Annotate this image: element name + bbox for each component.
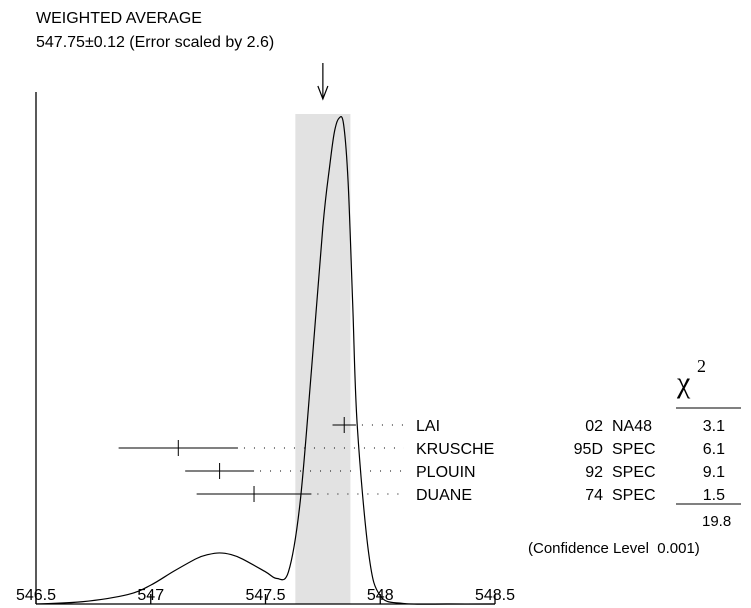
measurement-name: DUANE — [416, 487, 472, 504]
chi2-exponent: 2 — [697, 356, 706, 376]
measurement-technique: SPEC — [612, 487, 656, 504]
measurement-row: LAI 02 NA48 3.1 — [332, 417, 725, 435]
measurement-technique: NA48 — [612, 418, 652, 435]
x-tick-label: 546.5 — [16, 587, 56, 604]
arrow-head — [317, 85, 329, 101]
weighted-average-arrow — [317, 63, 329, 101]
chart-subtitle: 547.75±0.12 (Error scaled by 2.6) — [36, 34, 274, 51]
measurement-chi2: 9.1 — [703, 464, 725, 481]
x-tick-label: 548.5 — [475, 587, 515, 604]
measurement-row: KRUSCHE 95D SPEC 6.1 — [118, 440, 725, 458]
measurement-name: PLOUIN — [416, 464, 476, 481]
x-tick-label: 547.5 — [245, 587, 285, 604]
measurement-row: PLOUIN 92 SPEC 9.1 — [185, 463, 725, 481]
measurements-group: LAI 02 NA48 3.1 KRUSCHE 95D SPEC 6.1 PLOUIN 92 SPE… — [118, 417, 725, 504]
measurement-year: 02 — [585, 418, 603, 435]
measurement-name: KRUSCHE — [416, 441, 494, 458]
ideogram-curve — [35, 115, 496, 605]
confidence-level: (Confidence Level 0.001) — [528, 540, 700, 557]
weighted-average-band — [295, 114, 351, 604]
measurement-technique: SPEC — [612, 464, 656, 481]
measurement-chi2: 3.1 — [703, 418, 725, 435]
chart-title: WEIGHTED AVERAGE — [36, 10, 202, 27]
measurement-year: 92 — [585, 464, 603, 481]
measurement-row: DUANE 74 SPEC 1.5 — [196, 486, 725, 504]
x-tick-label: 547 — [137, 587, 164, 604]
measurement-technique: SPEC — [612, 441, 656, 458]
chi2-total: 19.8 — [702, 513, 731, 530]
measurement-year: 74 — [585, 487, 603, 504]
measurement-chi2: 6.1 — [703, 441, 725, 458]
measurement-year: 95D — [574, 441, 603, 458]
x-axis-ticks: 546.5 547 547.5 548 548.5 — [16, 587, 515, 604]
measurement-name: LAI — [416, 418, 440, 435]
measurement-chi2: 1.5 — [703, 487, 725, 504]
chi2-symbol: χ — [676, 366, 691, 399]
